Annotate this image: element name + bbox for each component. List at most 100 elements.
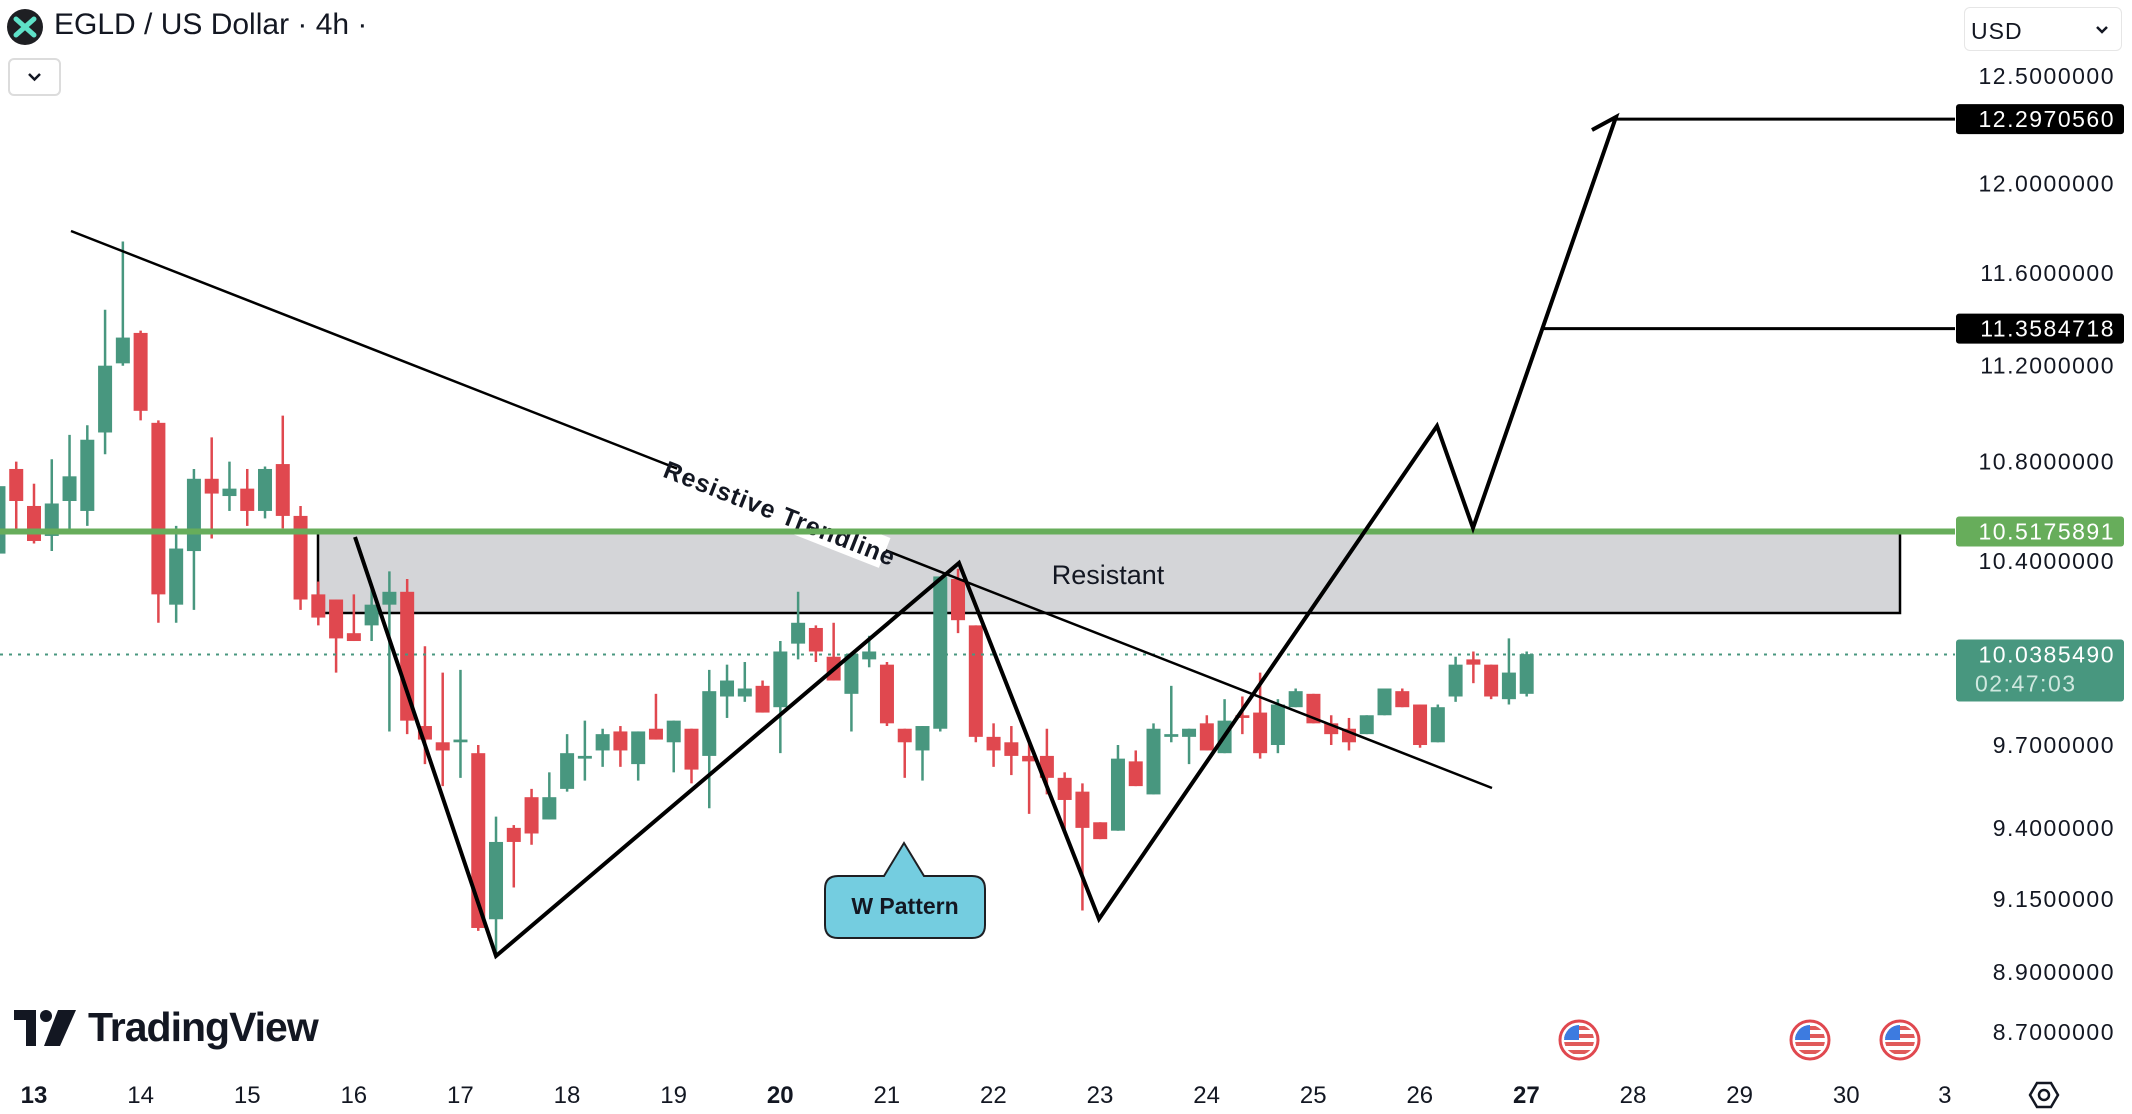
us-flag-icon[interactable] [1879,1019,1921,1061]
candle-body [240,488,255,511]
candle [1324,715,1339,746]
us-flag-icon[interactable] [1558,1019,1600,1061]
price-tick-label: 11.6000000 [1980,260,2115,286]
time-tick-label: 22 [980,1082,1007,1109]
candle-body [258,468,273,511]
candle [1413,704,1428,748]
time-tick-label: 27 [1513,1082,1540,1109]
candle [62,434,77,531]
candle [560,734,575,792]
resistant-zone[interactable] [316,529,1902,615]
candle [595,728,610,767]
price-axis[interactable]: 12.5000000 12.0000000 11.6000000 11.2000000… [1978,63,2115,1045]
time-tick-label: 26 [1406,1082,1433,1109]
candle [506,825,521,888]
candle [98,309,113,455]
collapse-legend-button[interactable] [8,58,61,96]
candle-body [27,505,41,541]
price-tick-label: 9.7000000 [1993,732,2115,758]
candle [186,468,201,610]
candle [240,468,255,526]
candle [1110,745,1125,831]
candle-body [542,797,557,820]
candle [1270,699,1285,754]
candle-body [506,827,521,842]
candle-body [1288,691,1303,708]
price-tick-label: 8.7000000 [1993,1019,2115,1045]
candle-body [879,664,894,724]
candle-body [755,685,770,713]
candle-body [151,422,166,595]
w-pattern-path[interactable] [353,112,1620,960]
candle-body [1395,691,1410,708]
candle [968,625,983,743]
us-flag-icon[interactable] [1789,1019,1831,1061]
candle-body [346,633,361,642]
candle [986,723,1001,767]
candle [1075,783,1090,911]
candle-body [844,654,859,694]
candle-body [98,365,113,433]
candle [382,571,397,732]
time-tick-label: 29 [1726,1082,1753,1109]
price-tick-label: 10.8000000 [1978,449,2115,475]
candle-body [169,548,184,605]
candle [684,728,699,784]
candle [489,816,504,958]
candle-body [684,728,699,770]
price-tick-label: 12.0000000 [1978,171,2115,197]
time-tick-label: 28 [1620,1082,1647,1109]
candle [1164,685,1179,743]
w-pattern-callout[interactable]: W Pattern [824,841,986,939]
candle-body [648,728,663,740]
price-tick-label: 12.5000000 [1978,63,2115,89]
candle [1377,688,1392,716]
candle-body [1057,777,1072,800]
candle [791,591,806,660]
candle-body [1093,822,1108,840]
candle-body [1128,761,1143,787]
candle-body [453,739,468,743]
tradingview-logo[interactable]: TradingView [14,1004,319,1051]
price-tick-label: 8.9000000 [1993,959,2115,985]
tradingview-mark-icon [14,1009,76,1046]
candle [1182,728,1197,765]
candle-body [1413,704,1428,746]
candle-body [1075,791,1090,828]
candle-body [702,691,717,756]
svg-text:11.3584718: 11.3584718 [1980,316,2115,342]
candle [897,728,912,778]
candle [577,720,592,781]
currency-select[interactable]: USD [1964,7,2122,51]
candle [258,466,273,519]
symbol-title: EGLD / US Dollar · 4h · [54,8,368,41]
candle-body [720,680,735,697]
candle [329,599,344,673]
candle-body [1146,728,1161,795]
candle-body [1199,723,1214,751]
candle [44,459,59,552]
candle-body [115,337,130,364]
w-pattern-label: W Pattern [851,893,958,919]
candle [151,420,166,623]
candle-body [1253,712,1268,754]
candle-body [631,731,646,765]
time-tick-label: 24 [1193,1082,1220,1109]
candle [115,241,130,366]
candle-body [1430,707,1445,743]
time-tick-label: 30 [1833,1082,1860,1109]
candle [1448,656,1463,702]
candle-body [9,468,24,502]
time-axis[interactable]: 13 14 15 16 17 18 19 20 21 22 23 24 25 26 27 28 29 30 3 [21,1082,1952,1109]
settings-icon[interactable] [2028,1081,2060,1109]
time-tick-label: 3 [1938,1082,1951,1109]
price-tick-label: 9.4000000 [1993,815,2115,841]
candle-body [1484,664,1499,697]
time-tick-label: 14 [127,1082,154,1109]
time-tick-label: 19 [660,1082,687,1109]
candle [666,720,681,773]
time-tick-label: 20 [767,1082,794,1109]
candle [364,584,379,642]
time-tick-label: 25 [1300,1082,1327,1109]
